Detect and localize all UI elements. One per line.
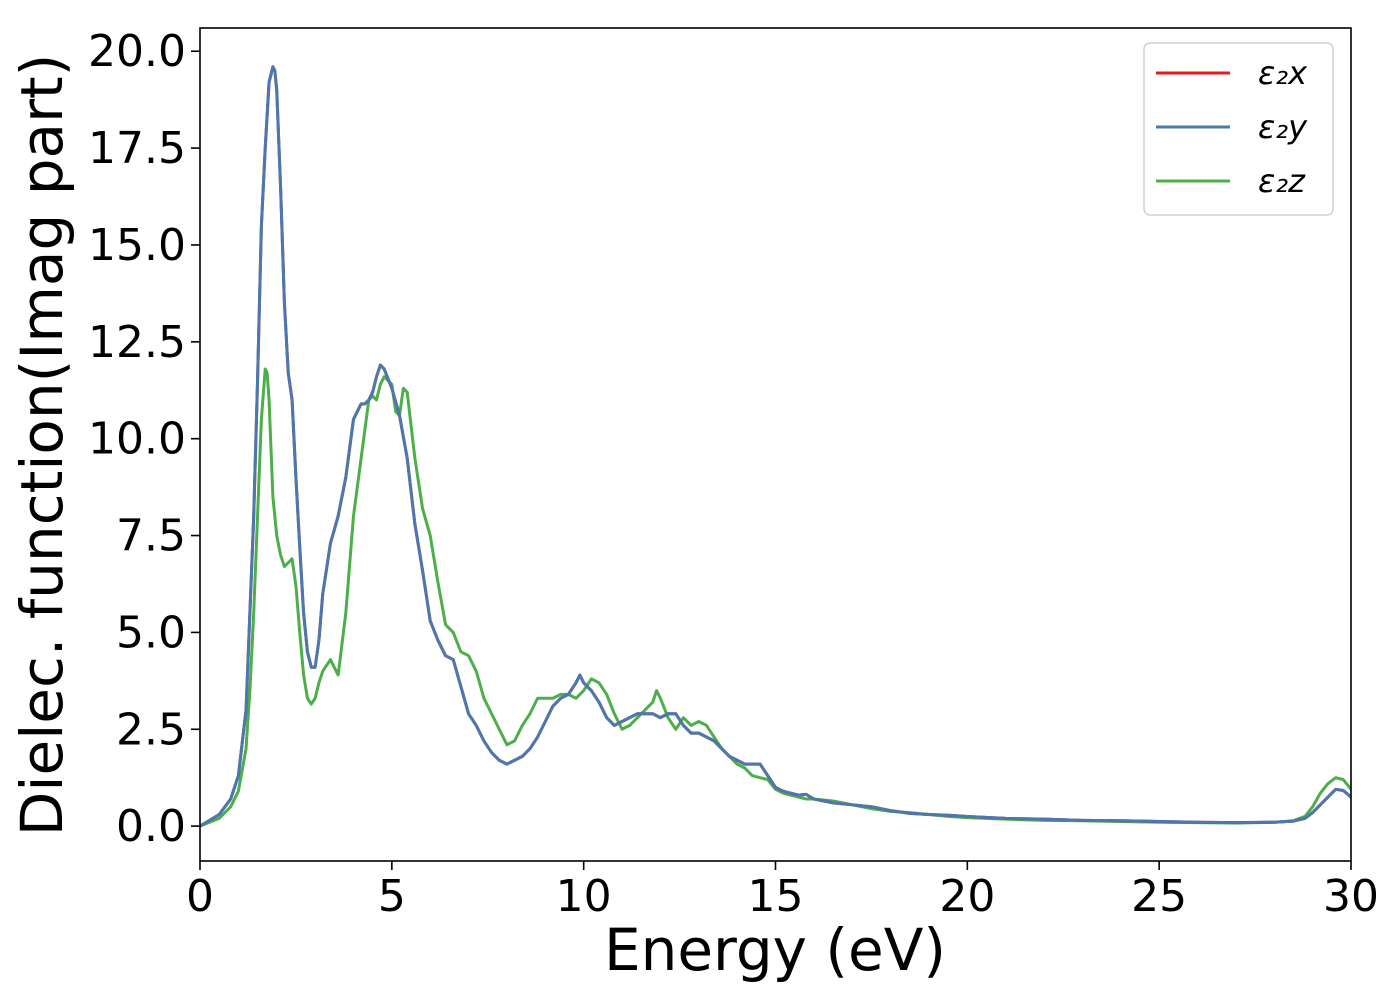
x-tick-label: 5 [378,871,406,922]
x-tick-label: 25 [1131,871,1187,922]
legend-box [1143,42,1334,216]
y-tick-label: 10.0 [88,414,186,465]
x-tick-label: 20 [939,871,995,922]
x-tick-label: 30 [1323,871,1379,922]
legend-label: ε₂x [1258,54,1308,92]
x-axis-ticks: 0 5 10 15 20 25 30 [186,861,1379,922]
x-tick-label: 15 [748,871,804,922]
series-line-eps2z [200,367,1351,828]
y-tick-label: 15.0 [88,220,186,271]
x-tick-label: 0 [186,871,214,922]
y-axis-label: Dielec. function(Imag part) [8,54,76,837]
y-tick-label: 20.0 [88,26,186,77]
legend-label: ε₂z [1258,162,1306,200]
x-tick-label: 10 [556,871,612,922]
y-tick-label: 0.0 [116,801,186,852]
y-tick-label: 17.5 [88,123,186,174]
y-axis-ticks: 0.0 2.5 5.0 7.5 10.0 12.5 15.0 17.5 20.0 [88,26,200,852]
y-tick-label: 2.5 [116,704,186,755]
y-tick-label: 12.5 [88,317,186,368]
series-line-eps2y [200,65,1351,828]
legend-label: ε₂y [1258,108,1308,146]
series-layer [200,65,1351,828]
y-tick-label: 5.0 [116,607,186,658]
legend: ε₂x ε₂y ε₂z [1143,42,1334,216]
x-axis-label: Energy (eV) [604,916,946,984]
y-tick-label: 7.5 [116,511,186,562]
